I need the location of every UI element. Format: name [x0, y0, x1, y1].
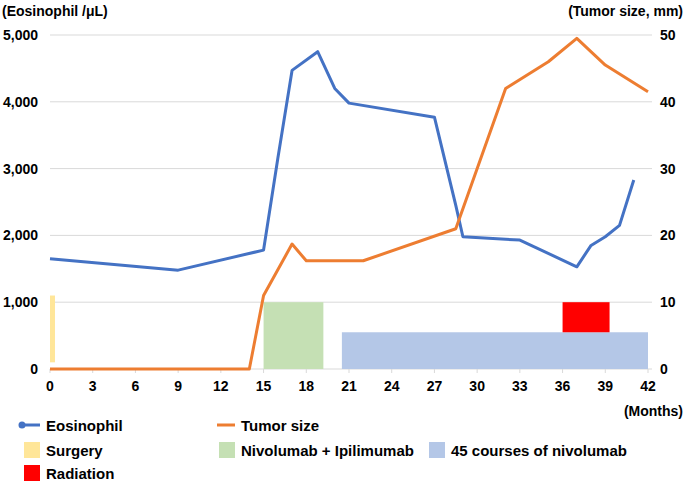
x-tick — [349, 369, 350, 373]
x-tick-label: 15 — [256, 378, 272, 394]
series-line — [50, 52, 634, 270]
grid-line — [50, 302, 648, 303]
x-tick-label: 3 — [89, 378, 97, 394]
y2-axis-title: (Tumor size, mm) — [568, 3, 683, 19]
x-tick-label: 33 — [512, 378, 528, 394]
x-axis-title: (Months) — [624, 403, 683, 419]
series-line — [50, 38, 648, 369]
x-tick — [391, 369, 392, 373]
y2-tick-label: 10 — [660, 294, 676, 310]
x-tick-label: 12 — [213, 378, 229, 394]
treatment-span — [563, 302, 610, 332]
y-tick-label: 1,000 — [3, 294, 38, 310]
x-tick-label: 39 — [597, 378, 613, 394]
x-tick-label: 18 — [298, 378, 314, 394]
x-tick-label: 0 — [46, 378, 54, 394]
legend-label: Nivolumab + Ipilimumab — [241, 442, 414, 459]
y2-tick — [648, 302, 652, 303]
x-tick — [605, 369, 606, 373]
treatment-span — [264, 302, 324, 369]
grid-line — [50, 235, 648, 236]
y2-tick-label: 30 — [660, 161, 676, 177]
legend-swatch — [429, 442, 445, 458]
y2-tick-label: 0 — [660, 361, 668, 377]
legend-label: Eosinophil — [46, 417, 123, 434]
legend-label: 45 courses of nivolumab — [451, 442, 627, 459]
legend-swatch — [24, 442, 40, 458]
x-tick-label: 36 — [555, 378, 571, 394]
plot-area — [50, 38, 648, 369]
y2-tick — [648, 235, 652, 236]
x-tick — [434, 369, 435, 373]
treatment-span — [50, 296, 55, 363]
y-tick-label: 2,000 — [3, 227, 38, 243]
y2-tick-label: 40 — [660, 94, 676, 110]
y-tick-label: 0 — [30, 361, 38, 377]
chart: 01,0002,0003,0004,0005,00001020304050036… — [0, 0, 685, 483]
y-tick-label: 5,000 — [3, 27, 38, 43]
y2-tick — [648, 369, 652, 370]
legend-label: Radiation — [46, 465, 114, 482]
x-tick — [648, 369, 649, 373]
x-tick-label: 9 — [174, 378, 182, 394]
legend-swatch — [219, 442, 235, 458]
x-tick-label: 30 — [469, 378, 485, 394]
x-tick — [562, 369, 563, 373]
x-tick — [519, 369, 520, 373]
legend-line — [217, 424, 235, 427]
legend-marker — [19, 422, 26, 429]
grid-line — [50, 35, 648, 36]
y-axis-title: (Eosinophil /μL) — [2, 3, 108, 19]
x-tick-label: 27 — [427, 378, 443, 394]
x-tick — [306, 369, 307, 373]
y2-tick — [648, 168, 652, 169]
x-tick-label: 42 — [640, 378, 656, 394]
x-tick — [477, 369, 478, 373]
x-tick-label: 24 — [384, 378, 400, 394]
x-tick-label: 6 — [132, 378, 140, 394]
x-tick — [263, 369, 264, 373]
y-tick-label: 4,000 — [3, 94, 38, 110]
y2-tick-label: 20 — [660, 227, 676, 243]
treatment-span — [342, 332, 648, 369]
legend-label: Tumor size — [241, 417, 319, 434]
x-tick-label: 21 — [341, 378, 357, 394]
y-tick-label: 3,000 — [3, 161, 38, 177]
y2-tick-label: 50 — [660, 27, 676, 43]
y2-tick — [648, 101, 652, 102]
legend-swatch — [24, 465, 40, 481]
legend-label: Surgery — [46, 442, 103, 459]
y2-tick — [648, 35, 652, 36]
grid-line — [50, 168, 648, 169]
